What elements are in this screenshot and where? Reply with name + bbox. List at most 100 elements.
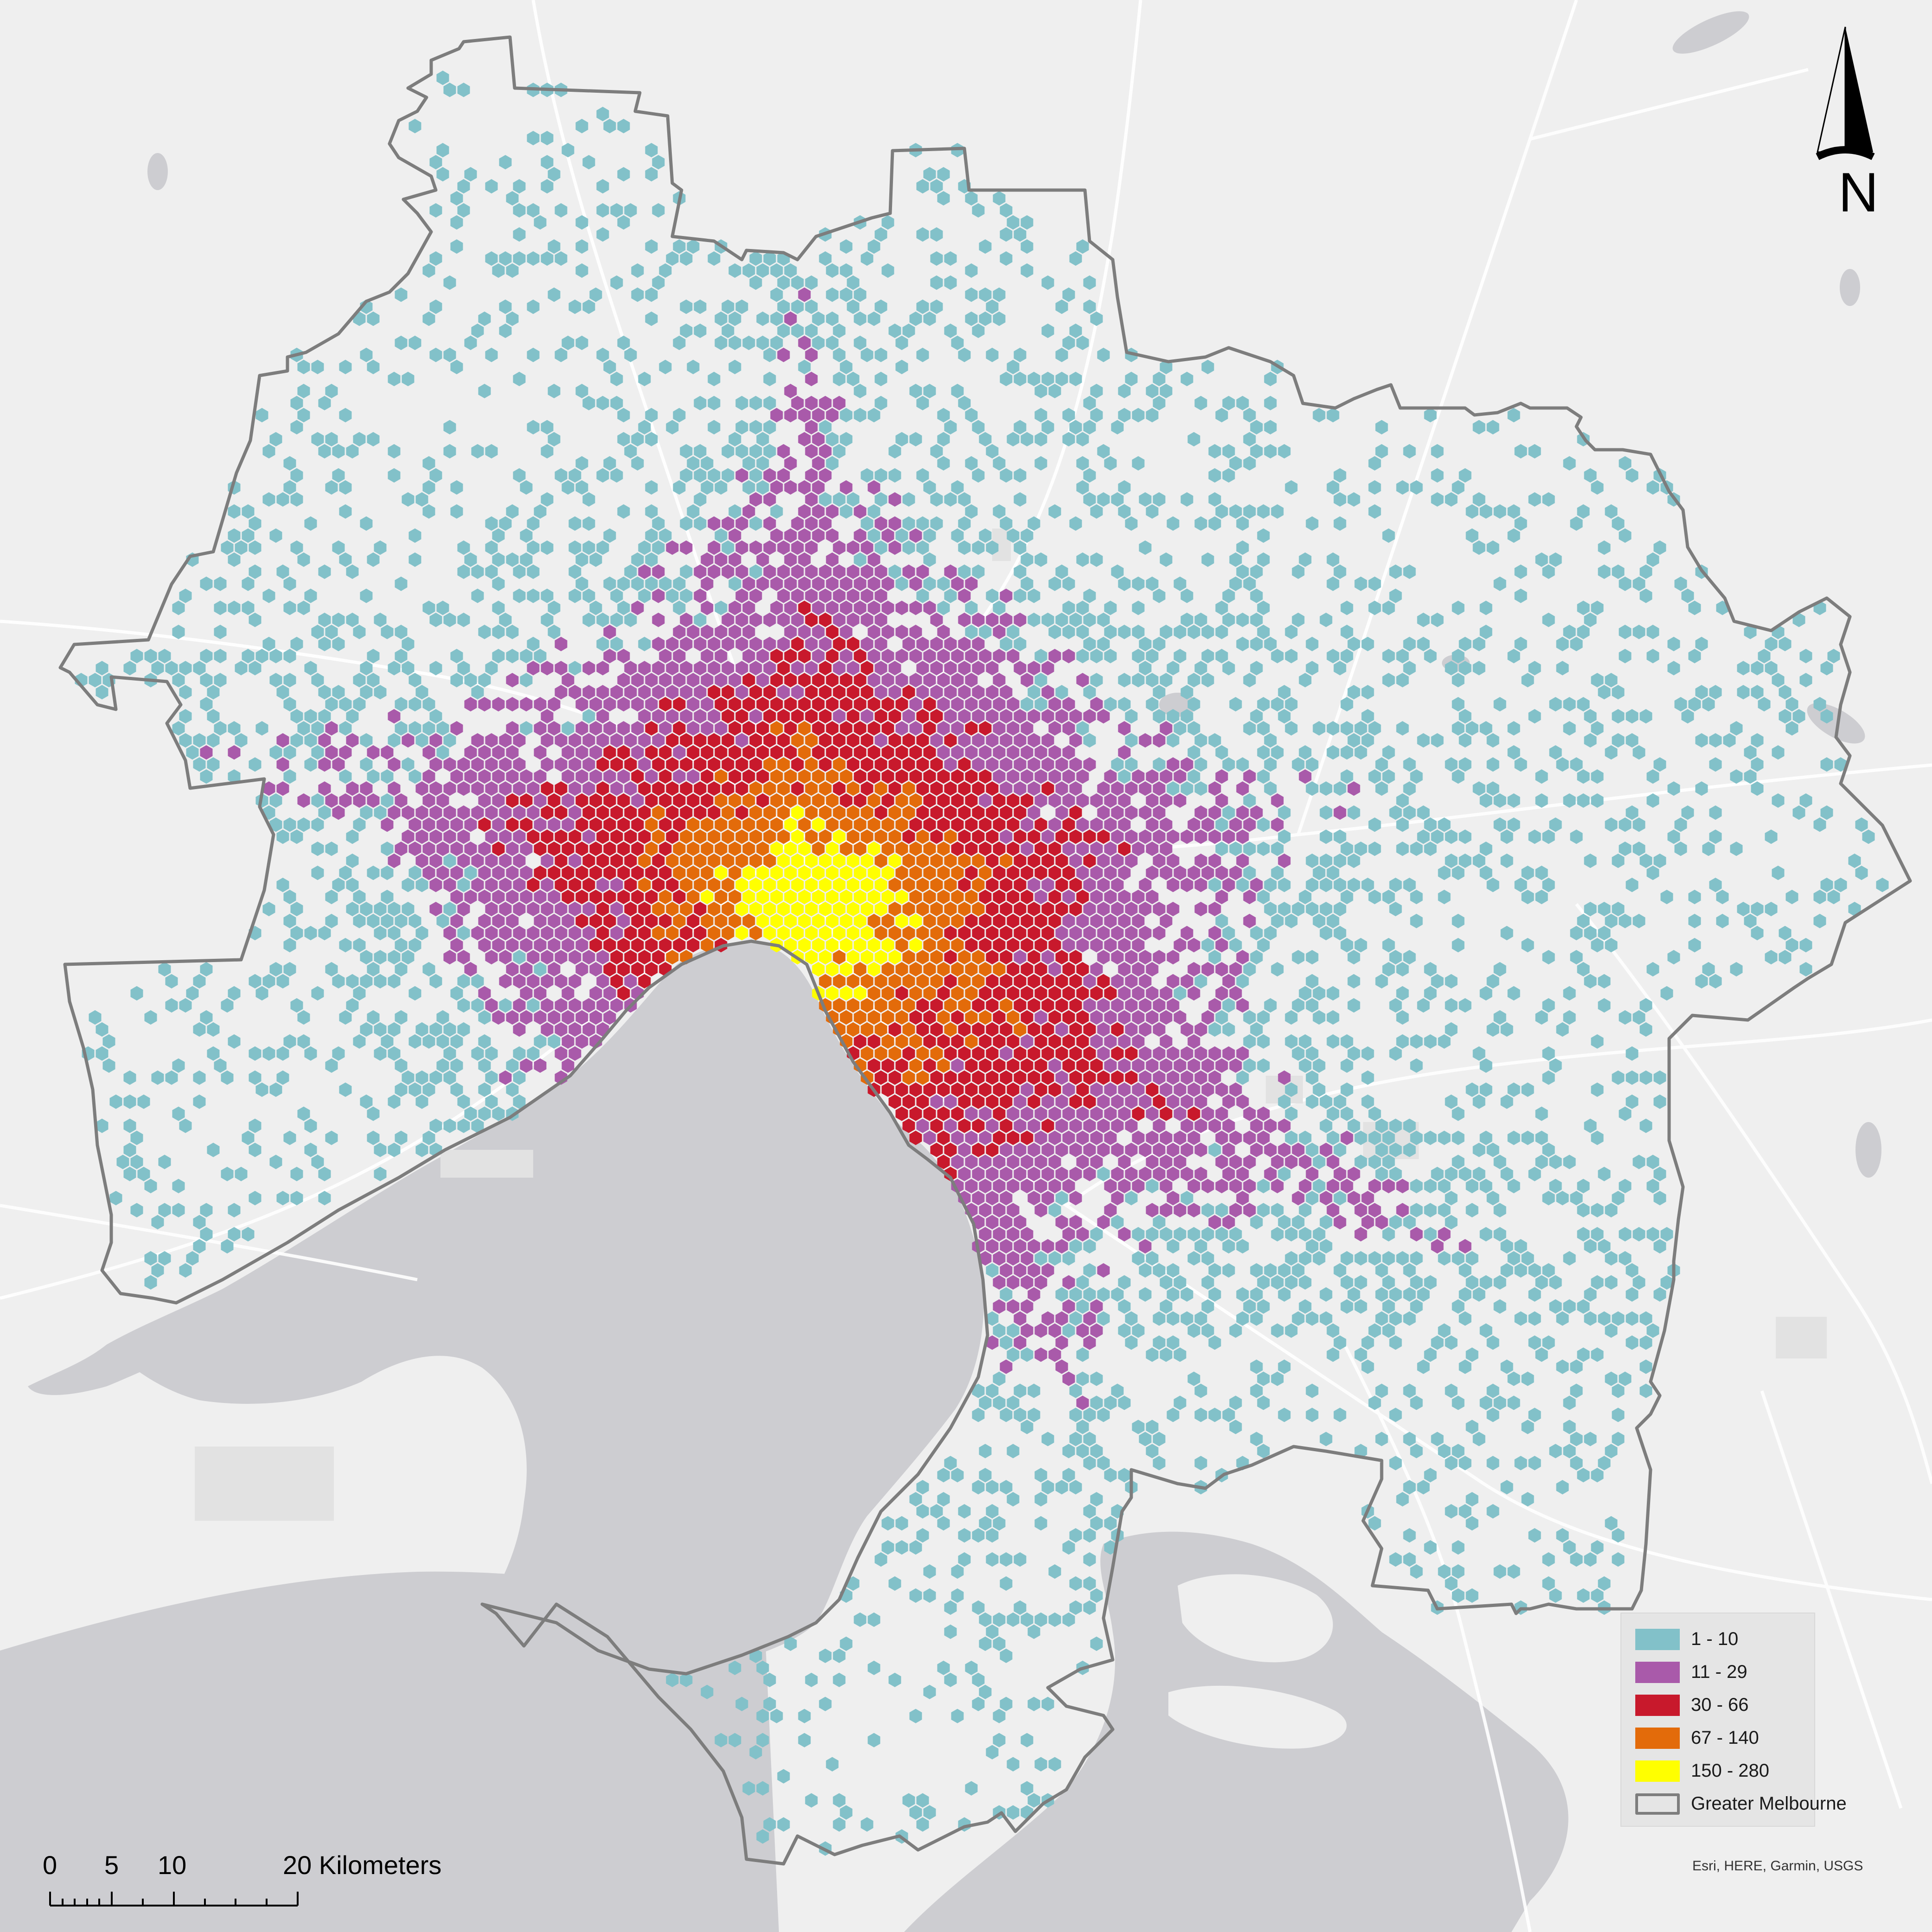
hex-cell	[1020, 432, 1033, 446]
hex-cell	[1160, 552, 1173, 567]
hex-cell	[1466, 504, 1479, 519]
hex-cell	[694, 516, 707, 531]
hex-cell	[568, 588, 581, 603]
hex-cell	[763, 637, 776, 651]
hex-cell	[756, 263, 769, 278]
hex-cell	[673, 697, 686, 712]
hex-cell	[881, 745, 894, 760]
hex-cell	[749, 733, 762, 748]
hex-cell	[680, 540, 693, 555]
hex-cell	[596, 540, 609, 555]
hex-cell	[923, 552, 936, 567]
hex-cell	[965, 408, 978, 422]
hex-cell	[770, 600, 783, 615]
hex-cell	[1125, 516, 1138, 531]
hex-cell	[638, 637, 651, 651]
hex-cell	[645, 287, 658, 302]
hex-cell	[930, 179, 943, 194]
hex-cell	[1125, 371, 1138, 386]
hex-cell	[701, 456, 714, 471]
hex-cell	[1215, 649, 1228, 663]
hex-cell	[805, 395, 818, 410]
hex-cell	[610, 757, 623, 772]
hex-cell	[228, 552, 241, 567]
hex-cell	[1653, 757, 1666, 772]
hex-cell	[575, 745, 588, 760]
hex-cell	[916, 757, 929, 772]
hex-cell	[311, 625, 324, 639]
hex-cell	[687, 793, 700, 808]
hex-cell	[687, 239, 700, 254]
hex-cell	[471, 588, 484, 603]
hex-cell	[1236, 395, 1249, 410]
hex-cell	[909, 697, 922, 712]
hex-cell	[951, 673, 964, 688]
hex-cell	[1751, 757, 1764, 772]
hex-cell	[603, 649, 616, 663]
hex-cell	[874, 781, 887, 796]
hex-cell	[582, 155, 595, 170]
hex-cell	[1118, 673, 1131, 688]
hex-cell	[923, 793, 936, 808]
hex-cell	[1570, 637, 1583, 651]
hex-cell	[304, 588, 317, 603]
hex-cell	[770, 287, 783, 302]
hex-cell	[958, 685, 971, 700]
hex-cell	[986, 347, 999, 363]
hex-cell	[791, 685, 804, 700]
hex-cell	[450, 191, 463, 206]
hex-cell	[520, 528, 533, 543]
hex-cell	[325, 697, 338, 712]
hex-cell	[1090, 673, 1103, 688]
hex-cell	[478, 311, 491, 326]
hex-cell	[965, 697, 978, 712]
hex-cell	[881, 600, 894, 615]
hex-cell	[1431, 492, 1444, 507]
hex-cell	[422, 600, 435, 615]
hex-cell	[749, 588, 762, 603]
hex-cell	[993, 697, 1006, 712]
hex-cell	[450, 215, 463, 230]
hex-cell	[1090, 793, 1103, 808]
hex-cell	[958, 661, 971, 676]
hex-cell	[318, 781, 331, 796]
hex-cell	[1062, 576, 1075, 591]
hex-cell	[714, 335, 727, 351]
hex-cell	[1034, 673, 1047, 688]
hex-cell	[937, 625, 950, 639]
hex-cell	[805, 300, 818, 314]
hex-cell	[861, 757, 874, 772]
hex-cell	[1250, 588, 1263, 603]
hex-cell	[548, 721, 561, 736]
hex-cell	[541, 612, 554, 627]
hex-cell	[840, 721, 853, 736]
hex-cell	[506, 263, 519, 278]
hex-cell	[395, 697, 408, 712]
hex-cell	[1083, 733, 1096, 748]
hex-cell	[1507, 745, 1520, 760]
hex-cell	[909, 600, 922, 615]
hex-cell	[1007, 625, 1020, 639]
hex-cell	[721, 468, 734, 483]
hex-cell	[847, 588, 860, 603]
hex-cell	[1431, 468, 1444, 483]
hex-cell	[1326, 408, 1339, 422]
hex-cell	[937, 191, 950, 206]
hex-cell	[659, 697, 672, 712]
hex-cell	[867, 408, 880, 422]
hex-cell	[367, 432, 380, 446]
hex-cell	[353, 697, 366, 712]
hex-cell	[645, 721, 658, 736]
hex-cell	[457, 661, 470, 676]
hex-cell	[826, 335, 839, 351]
hex-cell	[1744, 625, 1757, 639]
hex-cell	[777, 540, 790, 555]
legend-item: 11 - 29	[1635, 1656, 1814, 1689]
hex-cell	[923, 600, 936, 615]
hex-cell	[513, 757, 526, 772]
hex-cell	[478, 745, 491, 760]
greater-melbourne-boundary[interactable]	[58, 35, 1912, 1866]
hex-cell	[1111, 781, 1124, 796]
hex-cell	[1445, 661, 1458, 676]
